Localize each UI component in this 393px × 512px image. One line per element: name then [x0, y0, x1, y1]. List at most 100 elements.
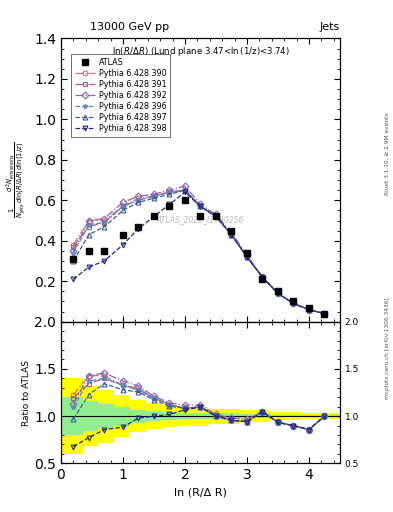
Pythia 6.428 390: [136, 195, 141, 201]
Pythia 6.428 391: [167, 189, 172, 195]
Pythia 6.428 390: [213, 214, 218, 220]
Pythia 6.428 391: [198, 203, 203, 209]
Pythia 6.428 397: [198, 203, 203, 209]
Pythia 6.428 392: [86, 218, 91, 224]
Pythia 6.428 396: [291, 301, 296, 307]
Pythia 6.428 392: [307, 307, 311, 313]
Line: Pythia 6.428 396: Pythia 6.428 396: [71, 188, 327, 316]
Pythia 6.428 398: [102, 258, 107, 264]
Pythia 6.428 397: [229, 231, 234, 238]
Pythia 6.428 396: [183, 187, 187, 193]
Pythia 6.428 398: [86, 264, 91, 270]
Pythia 6.428 396: [121, 203, 125, 209]
Pythia 6.428 397: [275, 290, 280, 296]
Pythia 6.428 397: [307, 307, 311, 313]
Pythia 6.428 390: [102, 218, 107, 224]
Pythia 6.428 397: [322, 311, 327, 317]
Pythia 6.428 398: [275, 290, 280, 296]
Pythia 6.428 397: [71, 258, 76, 264]
ATLAS: [322, 311, 327, 317]
Pythia 6.428 390: [307, 307, 311, 313]
Pythia 6.428 398: [291, 301, 296, 307]
Pythia 6.428 392: [183, 183, 187, 189]
Pythia 6.428 391: [229, 231, 234, 238]
Pythia 6.428 396: [102, 220, 107, 226]
ATLAS: [229, 227, 234, 233]
Y-axis label: $\frac{1}{N_{jets}}\frac{d^2 N_{emissions}}{d\ln(R/\Delta R)\,d\ln(1/z)}$: $\frac{1}{N_{jets}}\frac{d^2 N_{emission…: [5, 142, 29, 219]
Text: 13000 GeV pp: 13000 GeV pp: [90, 22, 169, 32]
Pythia 6.428 396: [71, 250, 76, 256]
Pythia 6.428 396: [229, 231, 234, 238]
Pythia 6.428 396: [307, 307, 311, 313]
Pythia 6.428 392: [102, 216, 107, 222]
Line: Pythia 6.428 398: Pythia 6.428 398: [71, 190, 327, 316]
Pythia 6.428 392: [260, 274, 265, 280]
Pythia 6.428 396: [260, 274, 265, 280]
Line: Pythia 6.428 390: Pythia 6.428 390: [71, 188, 327, 316]
Pythia 6.428 397: [167, 191, 172, 197]
Pythia 6.428 391: [244, 254, 249, 260]
ATLAS: [275, 288, 280, 294]
Pythia 6.428 391: [121, 203, 125, 209]
Pythia 6.428 390: [71, 242, 76, 248]
Text: Jets: Jets: [320, 22, 340, 32]
Line: Pythia 6.428 397: Pythia 6.428 397: [71, 188, 327, 316]
Pythia 6.428 391: [183, 187, 187, 193]
ATLAS: [136, 224, 141, 230]
X-axis label: ln (R/Δ R): ln (R/Δ R): [174, 488, 227, 498]
Pythia 6.428 391: [102, 220, 107, 226]
Pythia 6.428 398: [244, 254, 249, 260]
Pythia 6.428 390: [291, 301, 296, 307]
Line: Pythia 6.428 391: Pythia 6.428 391: [71, 188, 327, 316]
Pythia 6.428 396: [152, 193, 156, 199]
Pythia 6.428 391: [213, 214, 218, 220]
Pythia 6.428 397: [86, 231, 91, 238]
Pythia 6.428 391: [307, 307, 311, 313]
Pythia 6.428 396: [275, 290, 280, 296]
Pythia 6.428 398: [183, 189, 187, 195]
Pythia 6.428 396: [86, 222, 91, 228]
Pythia 6.428 397: [183, 187, 187, 193]
Pythia 6.428 392: [121, 199, 125, 205]
Pythia 6.428 398: [229, 231, 234, 238]
Pythia 6.428 398: [152, 214, 156, 220]
Pythia 6.428 397: [102, 224, 107, 230]
Pythia 6.428 390: [183, 187, 187, 193]
Pythia 6.428 396: [167, 189, 172, 195]
Pythia 6.428 392: [167, 187, 172, 193]
Pythia 6.428 397: [152, 195, 156, 201]
ATLAS: [291, 298, 296, 305]
Pythia 6.428 390: [167, 189, 172, 195]
Pythia 6.428 398: [71, 276, 76, 282]
Pythia 6.428 397: [213, 214, 218, 220]
Pythia 6.428 392: [198, 201, 203, 207]
Pythia 6.428 390: [244, 254, 249, 260]
Pythia 6.428 398: [136, 226, 141, 232]
Pythia 6.428 391: [136, 197, 141, 203]
Pythia 6.428 398: [322, 311, 327, 317]
Pythia 6.428 392: [71, 248, 76, 254]
ATLAS: [183, 197, 187, 203]
ATLAS: [71, 256, 76, 262]
Pythia 6.428 390: [198, 203, 203, 209]
Pythia 6.428 390: [260, 274, 265, 280]
Pythia 6.428 397: [260, 274, 265, 280]
Pythia 6.428 391: [71, 244, 76, 250]
Pythia 6.428 392: [152, 191, 156, 197]
Pythia 6.428 391: [260, 274, 265, 280]
Pythia 6.428 397: [244, 254, 249, 260]
Pythia 6.428 392: [229, 229, 234, 236]
Pythia 6.428 396: [136, 197, 141, 203]
Pythia 6.428 396: [244, 254, 249, 260]
Text: $\ln(R/\Delta R)$ (Lund plane 3.47<$\ln$(1/z)<3.74): $\ln(R/\Delta R)$ (Lund plane 3.47<$\ln$…: [112, 46, 289, 58]
Pythia 6.428 392: [244, 252, 249, 258]
Pythia 6.428 391: [322, 311, 327, 317]
Pythia 6.428 390: [121, 203, 125, 209]
Pythia 6.428 396: [322, 311, 327, 317]
Pythia 6.428 398: [121, 242, 125, 248]
ATLAS: [167, 203, 172, 209]
Pythia 6.428 396: [198, 203, 203, 209]
Pythia 6.428 390: [152, 193, 156, 199]
ATLAS: [213, 214, 218, 220]
Y-axis label: Ratio to ATLAS: Ratio to ATLAS: [22, 359, 31, 425]
